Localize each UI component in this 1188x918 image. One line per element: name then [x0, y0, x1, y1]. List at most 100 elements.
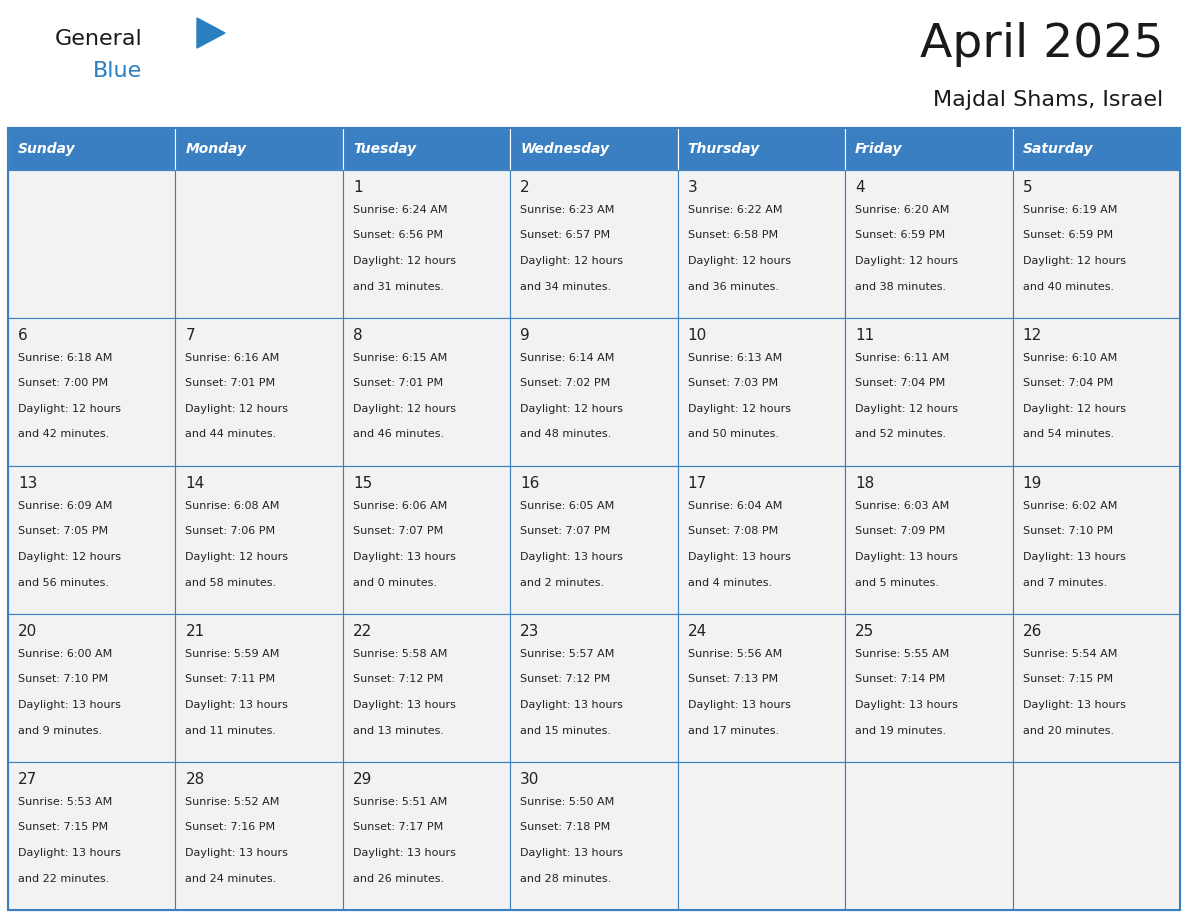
- Text: Daylight: 13 hours: Daylight: 13 hours: [353, 700, 456, 710]
- Text: Daylight: 13 hours: Daylight: 13 hours: [18, 848, 121, 858]
- Text: Daylight: 13 hours: Daylight: 13 hours: [688, 700, 790, 710]
- Text: Sunrise: 6:19 AM: Sunrise: 6:19 AM: [1023, 205, 1117, 215]
- Bar: [8, 614, 176, 762]
- Text: Daylight: 13 hours: Daylight: 13 hours: [1023, 552, 1125, 562]
- Bar: [8, 318, 176, 466]
- Text: Daylight: 12 hours: Daylight: 12 hours: [18, 552, 121, 562]
- Text: Daylight: 13 hours: Daylight: 13 hours: [18, 700, 121, 710]
- Text: Sunset: 7:07 PM: Sunset: 7:07 PM: [520, 527, 611, 536]
- Bar: [1012, 318, 1180, 466]
- Bar: [511, 466, 677, 614]
- Text: Sunrise: 5:58 AM: Sunrise: 5:58 AM: [353, 649, 447, 659]
- Text: Sunset: 7:09 PM: Sunset: 7:09 PM: [855, 527, 946, 536]
- Text: and 50 minutes.: and 50 minutes.: [688, 430, 778, 440]
- Text: 27: 27: [18, 772, 37, 787]
- Text: Daylight: 12 hours: Daylight: 12 hours: [1023, 256, 1125, 266]
- Text: Sunset: 7:15 PM: Sunset: 7:15 PM: [1023, 675, 1113, 685]
- Text: Sunset: 7:03 PM: Sunset: 7:03 PM: [688, 378, 778, 388]
- Text: Sunday: Sunday: [18, 142, 76, 156]
- Text: Daylight: 12 hours: Daylight: 12 hours: [353, 404, 456, 414]
- Text: Sunset: 7:04 PM: Sunset: 7:04 PM: [855, 378, 946, 388]
- Bar: [1012, 128, 1180, 170]
- Text: 12: 12: [1023, 328, 1042, 343]
- Bar: [511, 762, 677, 910]
- Bar: [176, 466, 343, 614]
- Text: Daylight: 13 hours: Daylight: 13 hours: [855, 700, 958, 710]
- Text: Daylight: 13 hours: Daylight: 13 hours: [185, 700, 289, 710]
- Text: Sunrise: 6:14 AM: Sunrise: 6:14 AM: [520, 353, 614, 363]
- Text: 16: 16: [520, 476, 539, 491]
- Bar: [677, 762, 845, 910]
- Text: Sunrise: 5:54 AM: Sunrise: 5:54 AM: [1023, 649, 1117, 659]
- Text: Sunrise: 6:04 AM: Sunrise: 6:04 AM: [688, 501, 782, 511]
- Text: Sunrise: 6:00 AM: Sunrise: 6:00 AM: [18, 649, 112, 659]
- Bar: [343, 128, 511, 170]
- Text: Sunset: 6:57 PM: Sunset: 6:57 PM: [520, 230, 611, 241]
- Text: 8: 8: [353, 328, 362, 343]
- Text: Sunset: 7:10 PM: Sunset: 7:10 PM: [1023, 527, 1113, 536]
- Text: Sunset: 6:56 PM: Sunset: 6:56 PM: [353, 230, 443, 241]
- Bar: [845, 466, 1012, 614]
- Text: Sunrise: 6:16 AM: Sunrise: 6:16 AM: [185, 353, 279, 363]
- Bar: [511, 170, 677, 318]
- Bar: [176, 762, 343, 910]
- Bar: [176, 170, 343, 318]
- Text: April 2025: April 2025: [920, 22, 1163, 67]
- Text: Monday: Monday: [185, 142, 246, 156]
- Text: Sunset: 7:07 PM: Sunset: 7:07 PM: [353, 527, 443, 536]
- Text: and 19 minutes.: and 19 minutes.: [855, 725, 947, 735]
- Text: 9: 9: [520, 328, 530, 343]
- Text: and 56 minutes.: and 56 minutes.: [18, 577, 109, 588]
- Text: 20: 20: [18, 624, 37, 639]
- Bar: [8, 128, 1180, 910]
- Text: and 5 minutes.: and 5 minutes.: [855, 577, 940, 588]
- Bar: [845, 318, 1012, 466]
- Text: 13: 13: [18, 476, 37, 491]
- Text: Daylight: 13 hours: Daylight: 13 hours: [185, 848, 289, 858]
- Text: Sunset: 6:59 PM: Sunset: 6:59 PM: [1023, 230, 1113, 241]
- Text: 22: 22: [353, 624, 372, 639]
- Text: and 31 minutes.: and 31 minutes.: [353, 282, 444, 292]
- Bar: [1012, 614, 1180, 762]
- Text: Sunrise: 6:08 AM: Sunrise: 6:08 AM: [185, 501, 280, 511]
- Bar: [8, 128, 176, 170]
- Text: Sunset: 7:15 PM: Sunset: 7:15 PM: [18, 823, 108, 833]
- Text: Thursday: Thursday: [688, 142, 760, 156]
- Bar: [845, 614, 1012, 762]
- Text: 29: 29: [353, 772, 372, 787]
- Bar: [845, 762, 1012, 910]
- Bar: [677, 614, 845, 762]
- Text: and 44 minutes.: and 44 minutes.: [185, 430, 277, 440]
- Text: Sunset: 7:01 PM: Sunset: 7:01 PM: [185, 378, 276, 388]
- Bar: [8, 762, 176, 910]
- Text: and 28 minutes.: and 28 minutes.: [520, 874, 612, 883]
- Text: Sunrise: 6:09 AM: Sunrise: 6:09 AM: [18, 501, 113, 511]
- Text: Sunset: 7:12 PM: Sunset: 7:12 PM: [520, 675, 611, 685]
- Text: and 17 minutes.: and 17 minutes.: [688, 725, 779, 735]
- Bar: [343, 318, 511, 466]
- Text: and 46 minutes.: and 46 minutes.: [353, 430, 444, 440]
- Bar: [845, 128, 1012, 170]
- Text: 30: 30: [520, 772, 539, 787]
- Text: 7: 7: [185, 328, 195, 343]
- Text: Daylight: 12 hours: Daylight: 12 hours: [855, 256, 959, 266]
- Text: Sunrise: 5:51 AM: Sunrise: 5:51 AM: [353, 797, 447, 807]
- Bar: [343, 466, 511, 614]
- Text: Sunset: 7:10 PM: Sunset: 7:10 PM: [18, 675, 108, 685]
- Text: 1: 1: [353, 180, 362, 195]
- Text: and 22 minutes.: and 22 minutes.: [18, 874, 109, 883]
- Text: General: General: [55, 29, 143, 49]
- Bar: [677, 466, 845, 614]
- Text: Sunrise: 5:57 AM: Sunrise: 5:57 AM: [520, 649, 614, 659]
- Text: 23: 23: [520, 624, 539, 639]
- Text: Daylight: 12 hours: Daylight: 12 hours: [688, 256, 791, 266]
- Text: Daylight: 13 hours: Daylight: 13 hours: [855, 552, 958, 562]
- Bar: [845, 170, 1012, 318]
- Text: 2: 2: [520, 180, 530, 195]
- Text: and 11 minutes.: and 11 minutes.: [185, 725, 277, 735]
- Text: and 54 minutes.: and 54 minutes.: [1023, 430, 1113, 440]
- Text: and 52 minutes.: and 52 minutes.: [855, 430, 947, 440]
- Text: 5: 5: [1023, 180, 1032, 195]
- Bar: [677, 128, 845, 170]
- Text: 26: 26: [1023, 624, 1042, 639]
